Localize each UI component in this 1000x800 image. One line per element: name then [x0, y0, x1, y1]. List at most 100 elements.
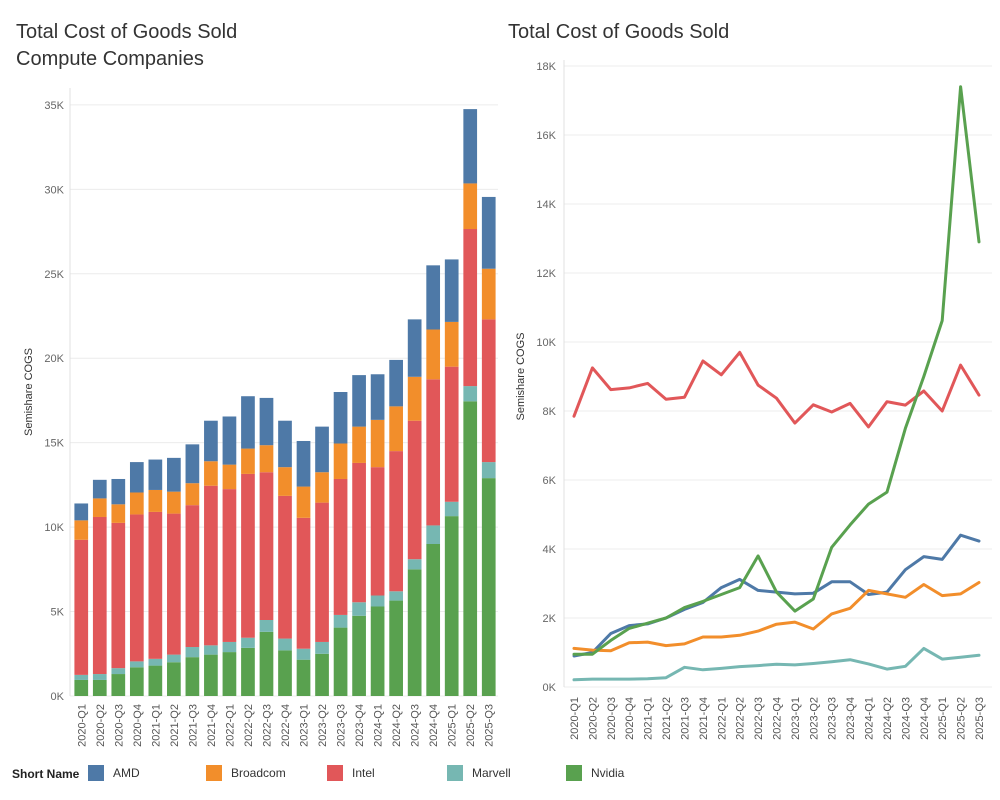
- bar-segment-marvell: [74, 674, 89, 680]
- bar-segment-amd: [426, 265, 441, 330]
- line-xtick-label: 2025-Q1: [937, 697, 949, 740]
- bar-segment-intel: [74, 539, 89, 675]
- bar-segment-marvell: [444, 501, 459, 517]
- bar-xtick-label: 2024-Q3: [410, 704, 422, 747]
- line-ytick-label: 2K: [543, 613, 557, 625]
- bar-segment-marvell: [222, 641, 237, 653]
- line-ytick-label: 18K: [536, 61, 556, 73]
- line-ytick-label: 10K: [536, 337, 556, 349]
- bar-segment-amd: [463, 109, 478, 184]
- bar-xtick-label: 2020-Q2: [95, 704, 107, 747]
- bar-segment-marvell: [148, 658, 163, 666]
- line-xtick-label: 2024-Q4: [919, 697, 931, 740]
- line-xtick-label: 2024-Q3: [900, 697, 912, 740]
- bar-segment-intel: [370, 467, 385, 596]
- bar-segment-broadcom: [481, 268, 496, 320]
- bar-segment-amd: [241, 396, 255, 449]
- bar-segment-amd: [278, 420, 292, 468]
- bar-segment-nvidia: [426, 544, 441, 696]
- legend-swatch-intel: [327, 765, 343, 781]
- line-xtick-label: 2023-Q4: [845, 697, 857, 740]
- bar-segment-broadcom: [241, 448, 255, 474]
- bar-ytick-label: 35K: [44, 100, 64, 112]
- bar-segment-nvidia: [129, 667, 144, 696]
- bar-segment-broadcom: [333, 443, 348, 479]
- bar-segment-intel: [333, 478, 348, 615]
- bar-segment-nvidia: [259, 631, 274, 696]
- bar-segment-broadcom: [167, 491, 181, 514]
- bar-xtick-label: 2021-Q1: [150, 704, 162, 747]
- right-chart-title: Total Cost of Goods Sold: [508, 21, 730, 43]
- legend-item-nvidia[interactable]: Nvidia: [566, 765, 624, 781]
- bar-xtick-label: 2025-Q2: [465, 704, 477, 747]
- line-ytick-label: 16K: [536, 130, 556, 142]
- line-xtick-label: 2023-Q1: [790, 697, 802, 740]
- left-title-line2: Compute Companies: [16, 48, 204, 70]
- bar-segment-nvidia: [185, 657, 200, 696]
- bar-segment-amd: [74, 503, 89, 521]
- bar-segment-amd: [222, 416, 237, 465]
- bar-segment-broadcom: [129, 492, 144, 515]
- bar-segment-marvell: [167, 654, 181, 663]
- bar-segment-nvidia: [407, 569, 422, 696]
- bar-segment-nvidia: [481, 478, 496, 696]
- bar-xtick-label: 2020-Q3: [113, 704, 125, 747]
- bar-y-axis-title: Semishare COGS: [23, 348, 35, 436]
- bar-xtick-label: 2020-Q4: [132, 704, 144, 747]
- bar-segment-broadcom: [92, 498, 107, 517]
- bar-segment-marvell: [129, 661, 144, 668]
- line-xtick-label: 2020-Q3: [606, 697, 618, 740]
- bar-xtick-label: 2020-Q1: [76, 704, 88, 747]
- bar-xtick-label: 2022-Q1: [224, 704, 236, 747]
- bar-segment-amd: [204, 420, 218, 462]
- bar-segment-marvell: [315, 641, 329, 654]
- legend: Short Name AMD Broadcom Intel Marvell Nv…: [0, 760, 1000, 790]
- line-xtick-label: 2024-Q2: [882, 697, 894, 740]
- bar-segment-intel: [278, 495, 292, 639]
- bar-segment-nvidia: [222, 652, 237, 696]
- bar-segment-intel: [315, 502, 329, 642]
- bar-segment-marvell: [278, 638, 292, 651]
- left-chart-title: Total Cost of Goods Sold Compute Compani…: [16, 19, 237, 73]
- bar-segment-nvidia: [370, 606, 385, 696]
- legend-item-intel[interactable]: Intel: [327, 765, 375, 781]
- bar-segment-intel: [296, 517, 311, 649]
- line-ytick-label: 0K: [543, 682, 557, 694]
- line-chart: 0K 2K 4K 6K 8K 10K 12K 14K 16K 18K Semishare COGS 2…: [515, 60, 992, 740]
- line-y-axis-title: Semishare COGS: [515, 332, 527, 420]
- legend-item-broadcom[interactable]: Broadcom: [206, 765, 286, 781]
- legend-item-marvell[interactable]: Marvell: [447, 765, 511, 781]
- bar-segment-intel: [204, 485, 218, 646]
- legend-label-nvidia: Nvidia: [591, 766, 625, 780]
- line-xtick-label: 2021-Q4: [698, 697, 710, 740]
- bar-segment-broadcom: [111, 504, 126, 523]
- line-ytick-label: 6K: [543, 475, 557, 487]
- bar-segment-amd: [259, 397, 274, 446]
- bar-segment-marvell: [92, 674, 107, 680]
- bar-xtick-label: 2023-Q4: [354, 704, 366, 747]
- line-xtick-label: 2021-Q2: [661, 697, 673, 740]
- bar-segment-broadcom: [315, 472, 329, 503]
- bar-segment-amd: [444, 259, 459, 322]
- bar-segment-amd: [407, 319, 422, 377]
- bar-segment-amd: [352, 375, 366, 427]
- bar-segment-nvidia: [74, 679, 89, 696]
- line-xtick-label: 2025-Q3: [974, 697, 986, 740]
- legend-label-broadcom: Broadcom: [231, 766, 286, 780]
- bar-segment-nvidia: [92, 679, 107, 696]
- bar-segment-nvidia: [444, 516, 459, 696]
- legend-label-marvell: Marvell: [472, 766, 511, 780]
- line-xtick-label: 2022-Q3: [753, 697, 765, 740]
- legend-swatch-marvell: [447, 765, 463, 781]
- bar-segment-amd: [129, 462, 144, 493]
- line-ytick-label: 4K: [543, 544, 557, 556]
- line-xtick-label: 2022-Q2: [735, 697, 747, 740]
- bar-ytick-label: 25K: [44, 269, 64, 281]
- legend-item-amd[interactable]: AMD: [88, 765, 140, 781]
- line-xtick-label: 2020-Q2: [587, 697, 599, 740]
- bar-segment-marvell: [370, 595, 385, 607]
- legend-swatch-broadcom: [206, 765, 222, 781]
- bar-segment-nvidia: [111, 674, 126, 696]
- bar-segment-nvidia: [167, 662, 181, 696]
- bar-segment-nvidia: [463, 401, 478, 696]
